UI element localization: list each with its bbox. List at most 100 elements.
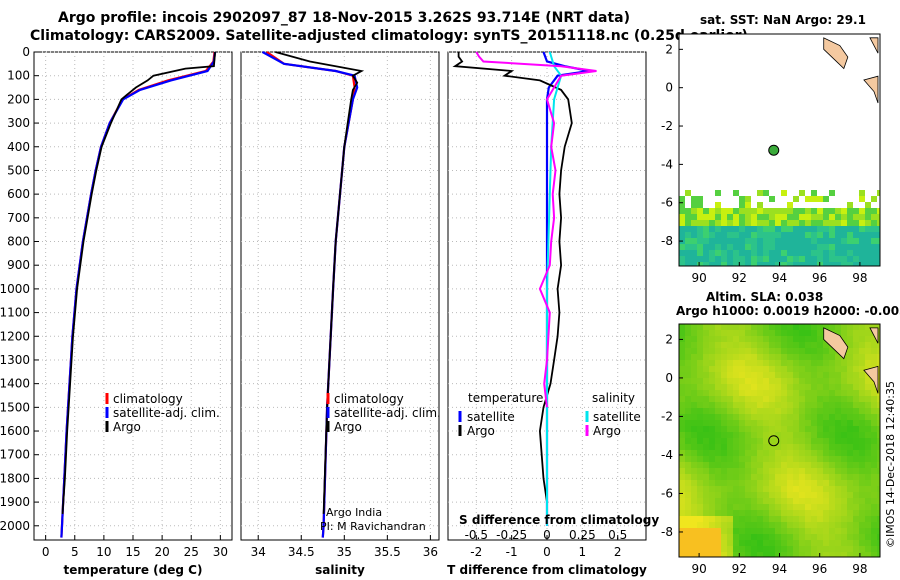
map-cell xyxy=(781,420,787,426)
map-cell xyxy=(685,540,691,546)
map-cell xyxy=(823,552,829,557)
map-cell xyxy=(757,546,763,552)
map-cell xyxy=(691,384,697,390)
map-cell xyxy=(817,438,823,444)
map-cell xyxy=(709,262,715,266)
map-cell xyxy=(859,384,865,390)
map-cell xyxy=(793,348,799,354)
map-cell xyxy=(769,498,775,504)
map-cell xyxy=(763,384,769,390)
sla-map-title-2: Argo h1000: 0.0019 h2000: -0.0035 xyxy=(676,304,900,318)
map-cell xyxy=(787,208,793,214)
map-cell xyxy=(805,414,811,420)
map-cell xyxy=(679,342,685,348)
map-cell xyxy=(769,238,775,244)
map-cell xyxy=(709,220,715,226)
map-cell xyxy=(847,402,853,408)
map-cell xyxy=(841,372,847,378)
map-cell xyxy=(697,468,703,474)
map-cell xyxy=(703,534,709,540)
map-cell xyxy=(721,390,727,396)
map-cell xyxy=(841,510,847,516)
map-cell xyxy=(787,462,793,468)
map-cell xyxy=(733,552,739,557)
map-cell xyxy=(745,256,751,262)
map-cell xyxy=(739,498,745,504)
map-cell xyxy=(829,510,835,516)
map-cell xyxy=(817,498,823,504)
map-cell xyxy=(793,462,799,468)
map-cell xyxy=(811,492,817,498)
map-cell xyxy=(877,250,880,256)
map-cell xyxy=(823,262,829,266)
map-cell xyxy=(787,516,793,522)
map-cell xyxy=(739,522,745,528)
map-cell xyxy=(739,396,745,402)
map-cell xyxy=(721,438,727,444)
map-cell xyxy=(799,250,805,256)
map-cell xyxy=(685,244,691,250)
map-cell xyxy=(679,250,685,256)
map-cell xyxy=(733,462,739,468)
map-cell xyxy=(727,372,733,378)
map-cell xyxy=(841,402,847,408)
map-cell xyxy=(685,396,691,402)
map-cell xyxy=(829,220,835,226)
map-cell xyxy=(775,528,781,534)
map-cell xyxy=(721,426,727,432)
map-cell xyxy=(847,202,853,208)
map-cell xyxy=(775,348,781,354)
map-cell xyxy=(817,486,823,492)
y-tick-label: 1600 xyxy=(0,424,30,438)
map-cell xyxy=(841,256,847,262)
map-cell xyxy=(799,238,805,244)
map-cell xyxy=(793,208,799,214)
map-x-tick-label: 90 xyxy=(691,562,706,576)
map-cell xyxy=(685,378,691,384)
map-cell xyxy=(841,540,847,546)
map-cell xyxy=(835,256,841,262)
map-cell xyxy=(847,414,853,420)
map-cell xyxy=(727,226,733,232)
map-cell xyxy=(835,552,841,557)
map-cell xyxy=(775,396,781,402)
map-cell xyxy=(763,408,769,414)
map-cell xyxy=(835,408,841,414)
map-cell xyxy=(811,220,817,226)
map-cell xyxy=(697,226,703,232)
map-cell xyxy=(727,528,733,534)
map-cell xyxy=(877,238,880,244)
map-cell xyxy=(727,492,733,498)
x-tick-label: 25 xyxy=(184,545,199,559)
map-cell xyxy=(823,492,829,498)
map-cell xyxy=(697,444,703,450)
map-y-tick-label: 0 xyxy=(665,371,673,385)
map-cell xyxy=(691,438,697,444)
map-cell xyxy=(871,348,877,354)
map-cell xyxy=(799,366,805,372)
map-cell xyxy=(781,262,787,266)
map-cell xyxy=(769,480,775,486)
map-cell xyxy=(781,324,787,330)
map-cell xyxy=(787,480,793,486)
map-cell xyxy=(805,420,811,426)
map-cell xyxy=(823,480,829,486)
map-cell xyxy=(877,372,880,378)
map-cell xyxy=(745,504,751,510)
map-cell xyxy=(799,408,805,414)
map-cell xyxy=(763,462,769,468)
map-cell xyxy=(703,480,709,486)
map-cell xyxy=(799,232,805,238)
map-cell xyxy=(697,342,703,348)
map-cell xyxy=(829,390,835,396)
map-cell xyxy=(733,384,739,390)
map-cell xyxy=(721,540,727,546)
map-cell xyxy=(685,250,691,256)
map-cell xyxy=(703,414,709,420)
map-cell xyxy=(745,510,751,516)
map-cell xyxy=(781,336,787,342)
map-cell xyxy=(835,444,841,450)
map-cell xyxy=(739,348,745,354)
map-cell xyxy=(757,456,763,462)
map-cell xyxy=(799,444,805,450)
